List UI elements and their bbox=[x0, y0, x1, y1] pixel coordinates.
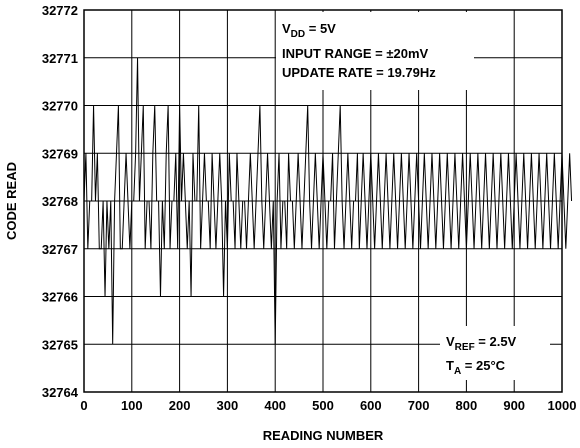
y-tick-label: 32772 bbox=[42, 3, 78, 18]
x-tick-labels: 0 100 200 300 400 500 600 700 800 900 1000 bbox=[80, 398, 576, 413]
x-tick-label: 700 bbox=[408, 398, 430, 413]
y-tick-label: 32765 bbox=[42, 337, 78, 352]
x-tick-label: 900 bbox=[503, 398, 525, 413]
y-tick-label: 32764 bbox=[42, 385, 79, 400]
annotation-ta-main: T bbox=[446, 358, 454, 373]
series-line-0 bbox=[83, 57, 573, 345]
x-tick-label: 100 bbox=[121, 398, 143, 413]
x-tick-label: 600 bbox=[360, 398, 382, 413]
x-tick-label: 400 bbox=[264, 398, 286, 413]
annotation-vref-main: V bbox=[446, 334, 455, 349]
y-tick-labels: 32764 32765 32766 32767 32768 32769 32770 32771… bbox=[42, 3, 79, 400]
annotation-vdd-sub: DD bbox=[291, 29, 305, 40]
x-axis-title: READING NUMBER bbox=[263, 428, 384, 443]
x-tick-label: 0 bbox=[80, 398, 87, 413]
annotation-vdd-main: V bbox=[282, 21, 291, 36]
y-tick-label: 32768 bbox=[42, 194, 78, 209]
annotation-vdd: VDD = 5V bbox=[282, 21, 336, 40]
x-tick-label: 1000 bbox=[548, 398, 577, 413]
x-tick-label: 300 bbox=[217, 398, 239, 413]
series-layer bbox=[83, 57, 573, 345]
annotation-ta-sub: A bbox=[454, 366, 461, 377]
annotation-vref-rest: = 2.5V bbox=[475, 334, 517, 349]
x-tick-label: 500 bbox=[312, 398, 334, 413]
y-tick-label: 32770 bbox=[42, 99, 78, 114]
annotation-vdd-rest: = 5V bbox=[305, 21, 336, 36]
annotation-vref-sub: REF bbox=[455, 342, 475, 353]
x-tick-label: 200 bbox=[169, 398, 191, 413]
top-annotation-bg bbox=[276, 12, 474, 90]
y-tick-label: 32767 bbox=[42, 242, 78, 257]
bottom-annotation-bg bbox=[440, 326, 550, 380]
annotation-update-rate: UPDATE RATE = 19.79Hz bbox=[282, 65, 436, 80]
y-axis-title: CODE READ bbox=[4, 162, 19, 240]
y-tick-label: 32766 bbox=[42, 290, 78, 305]
y-tick-label: 32771 bbox=[42, 51, 78, 66]
annotation-input-range: INPUT RANGE = ±20mV bbox=[282, 46, 429, 61]
annotation-vref: VREF = 2.5V bbox=[446, 334, 517, 353]
annotation-ta-rest: = 25°C bbox=[461, 358, 505, 373]
y-tick-label: 32769 bbox=[42, 146, 78, 161]
x-tick-label: 800 bbox=[456, 398, 478, 413]
annotation-ta: TA = 25°C bbox=[446, 358, 506, 377]
